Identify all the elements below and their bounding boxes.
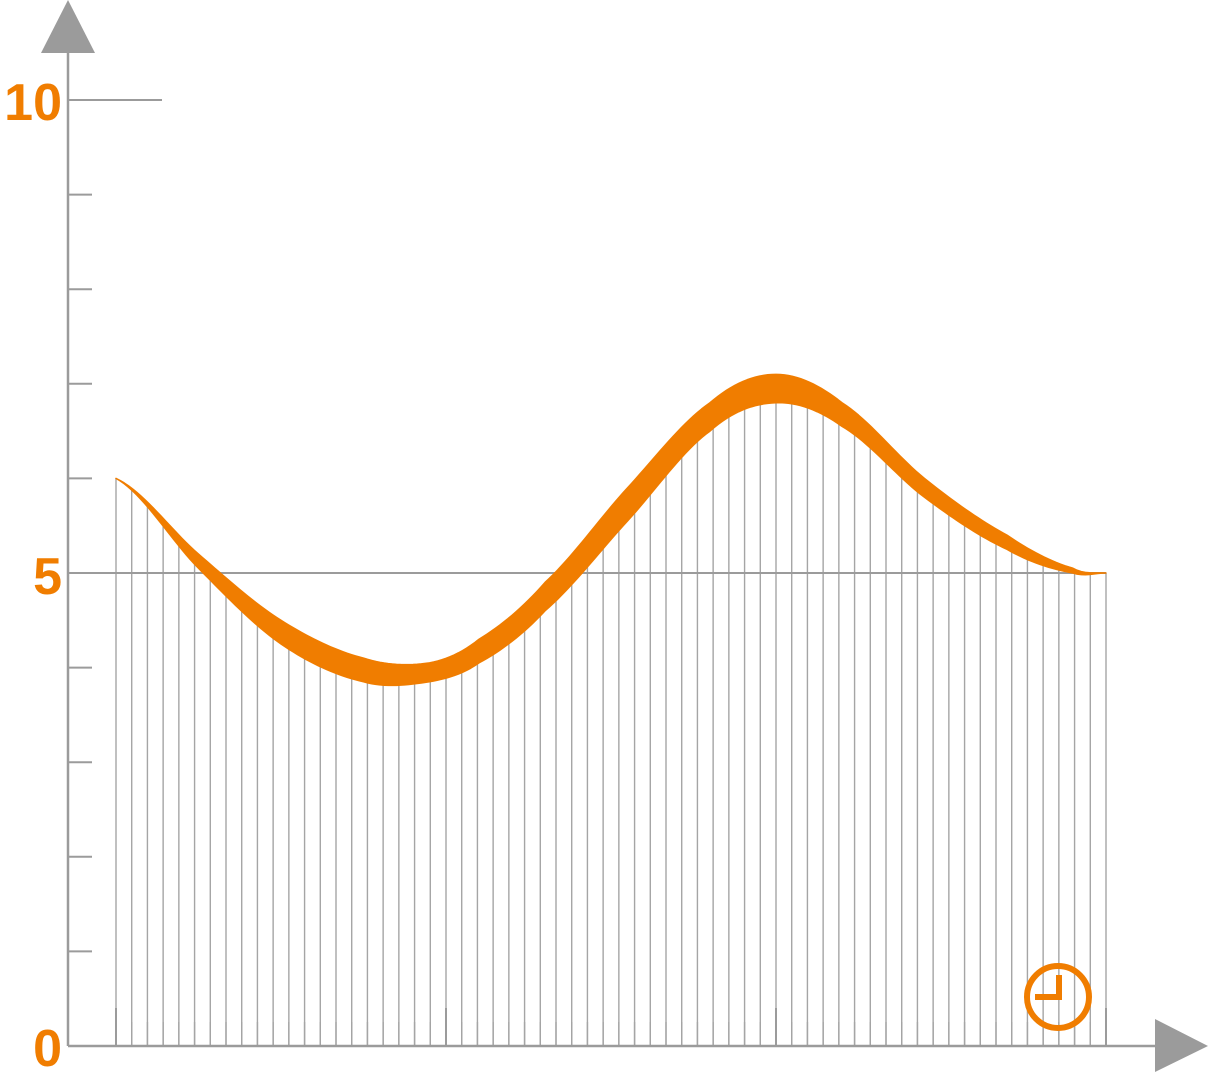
y-axis-ticks — [68, 99, 162, 953]
x-major-ticks — [115, 1008, 1107, 1046]
y-tick-label-5: 5 — [33, 548, 62, 606]
y-tick-label-0: 0 — [33, 1020, 62, 1072]
series-layer — [115, 373, 1107, 687]
x-axis-arrow-icon — [1155, 1019, 1208, 1072]
y-tick-labels: 0 5 10 — [4, 74, 62, 1072]
y-tick-label-10: 10 — [4, 74, 62, 132]
series-band — [115, 373, 1107, 687]
area-hatch-lines — [115, 402, 1107, 1046]
x-minor-ticks — [115, 1022, 1107, 1046]
y-axis-arrow-icon — [41, 0, 95, 53]
clock-icon — [1024, 963, 1092, 1031]
